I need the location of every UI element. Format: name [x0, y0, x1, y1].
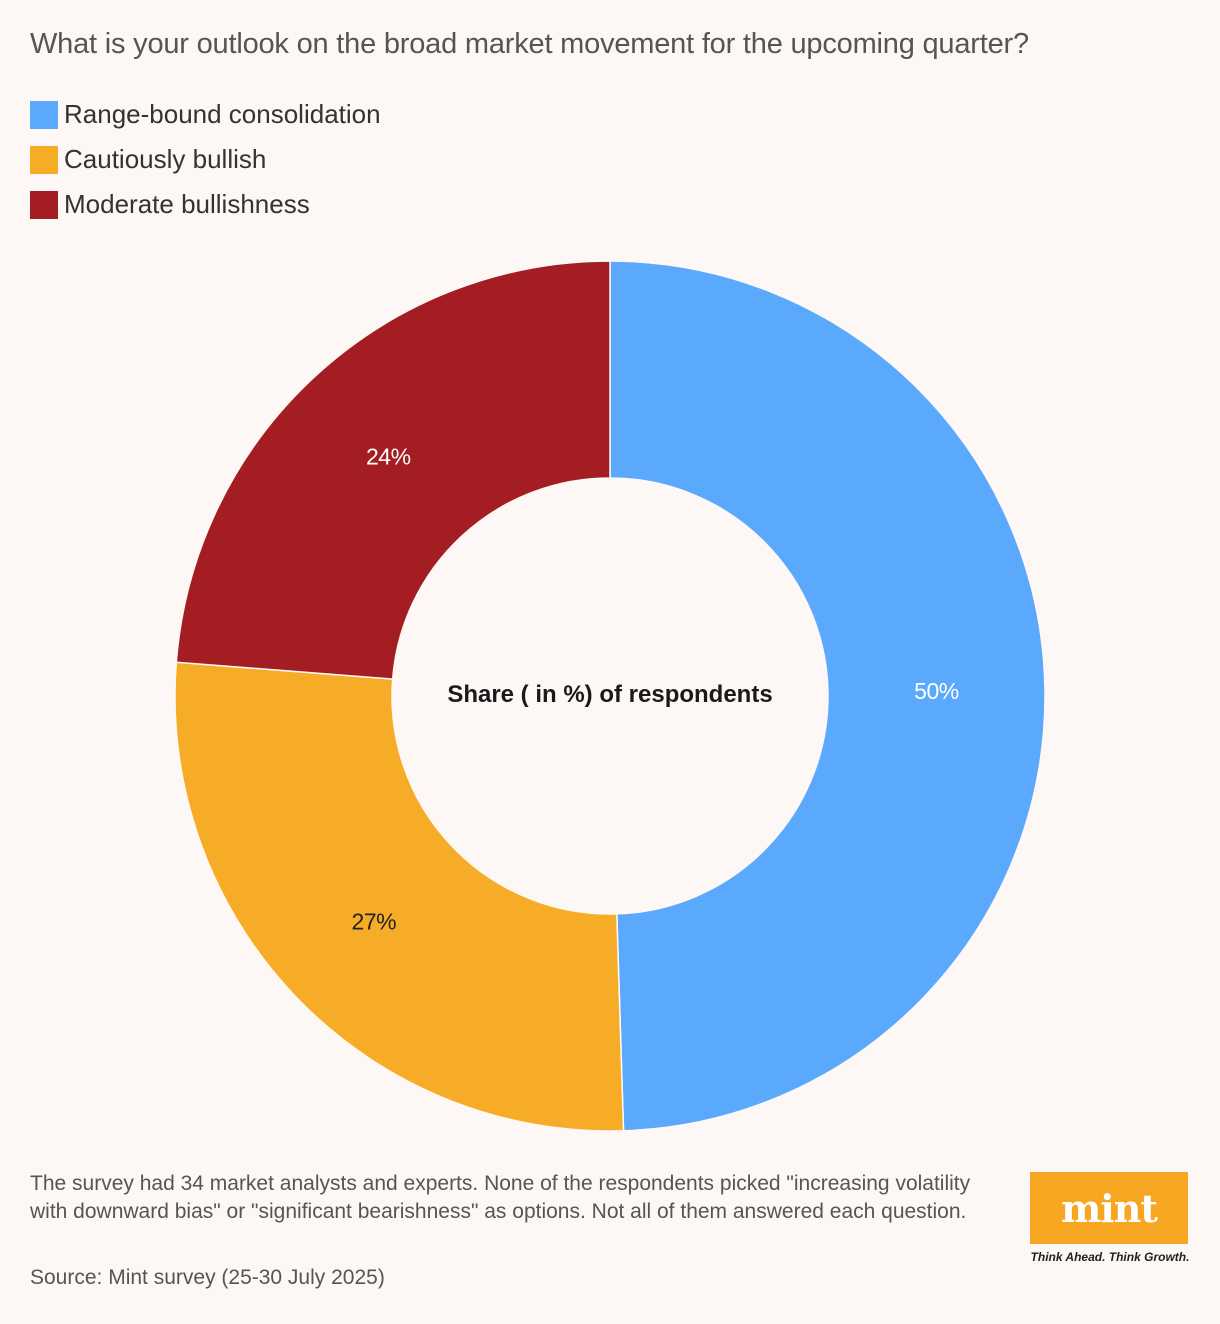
legend-swatch — [30, 100, 58, 129]
logo-text: mint — [1061, 1185, 1158, 1231]
slice-value-label: 50% — [914, 678, 959, 704]
legend-label: Range-bound consolidation — [64, 99, 381, 129]
legend-swatch — [30, 190, 58, 219]
footnote: The survey had 34 market analysts and ex… — [30, 1172, 971, 1223]
slice-value-label: 24% — [366, 443, 411, 469]
donut-slice — [174, 661, 625, 1132]
donut-slice — [609, 260, 1046, 1132]
mint-logo: mint — [1030, 1172, 1188, 1244]
center-label: Share ( in %) of respondents — [447, 681, 772, 708]
legend-swatch — [30, 145, 58, 174]
legend-label: Cautiously bullish — [64, 144, 267, 174]
source-note: Source: Mint survey (25-30 July 2025) — [30, 1266, 385, 1289]
chart-title: What is your outlook on the broad market… — [30, 28, 1029, 60]
legend: Range-bound consolidation Cautiously bul… — [30, 92, 381, 227]
slice-value-label: 27% — [352, 908, 397, 934]
legend-item: Moderate bullishness — [30, 182, 381, 227]
legend-label: Moderate bullishness — [64, 189, 310, 219]
legend-item: Range-bound consolidation — [30, 92, 381, 137]
donut-slice — [175, 260, 611, 680]
legend-item: Cautiously bullish — [30, 137, 381, 182]
donut-chart: Share ( in %) of respondents 50% 27% 24% — [174, 260, 1046, 1132]
logo-tagline: Think Ahead. Think Growth. — [1030, 1250, 1190, 1264]
